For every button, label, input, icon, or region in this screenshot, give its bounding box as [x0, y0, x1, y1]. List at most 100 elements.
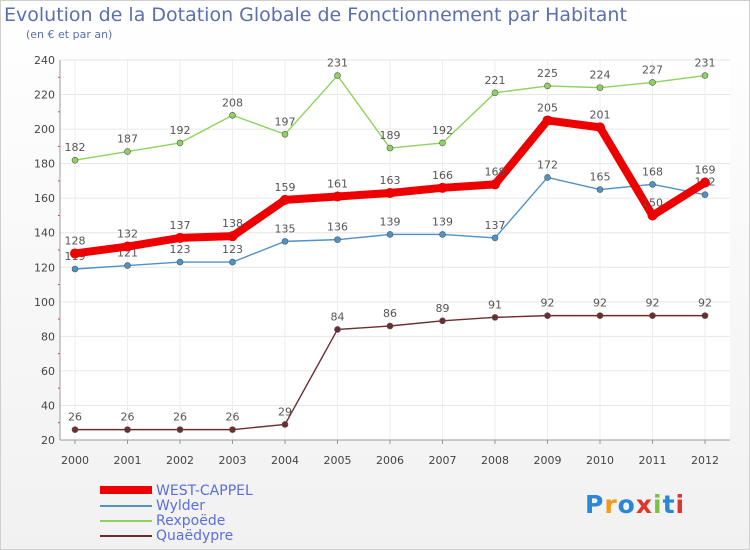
- data-point-rexpoede: [386, 144, 394, 152]
- data-label-rexpoede: 224: [590, 69, 611, 82]
- data-label-west-cappel: 205: [537, 101, 558, 114]
- data-point-rexpoede: [491, 89, 499, 97]
- data-label-wylder: 136: [327, 221, 348, 234]
- data-point-wylder: [334, 236, 341, 243]
- legend-swatch-wylder: [100, 505, 152, 507]
- data-label-quaedypre: 92: [698, 297, 712, 310]
- data-label-west-cappel: 169: [695, 164, 716, 177]
- data-point-wylder: [596, 186, 604, 193]
- data-point-wylder: [176, 258, 184, 266]
- x-tick-label: 2006: [376, 454, 404, 467]
- data-point-wylder: [491, 234, 499, 242]
- data-label-west-cappel: 168: [485, 165, 506, 178]
- x-tick-label: 2004: [271, 454, 299, 467]
- data-label-rexpoede: 227: [642, 63, 663, 76]
- data-point-quaedypre: [701, 312, 709, 319]
- data-label-wylder: 168: [642, 165, 663, 178]
- data-label-quaedypre: 92: [593, 297, 607, 310]
- data-label-rexpoede: 182: [65, 141, 86, 154]
- data-point-west-cappel: [70, 248, 80, 259]
- data-label-west-cappel: 161: [327, 177, 348, 190]
- data-point-west-cappel: [280, 194, 290, 205]
- data-point-quaedypre: [544, 312, 551, 319]
- legend-label-west-cappel: WEST-CAPPEL: [156, 483, 253, 499]
- data-label-quaedypre: 92: [541, 297, 555, 310]
- data-point-west-cappel: [175, 232, 185, 243]
- data-label-wylder: 137: [485, 219, 506, 232]
- data-label-west-cappel: 163: [380, 174, 401, 187]
- data-point-west-cappel: [542, 115, 553, 126]
- legend-item-wylder: Wylder: [100, 498, 360, 514]
- data-point-rexpoede: [649, 79, 656, 86]
- y-tick-label: 80: [41, 330, 55, 343]
- x-tick-label: 2012: [691, 454, 719, 467]
- legend-item-quaedypre: Quaëdypre: [100, 528, 360, 544]
- data-point-rexpoede: [229, 111, 236, 119]
- data-label-west-cappel: 137: [170, 219, 191, 232]
- legend-label-quaedypre: Quaëdypre: [156, 528, 234, 544]
- data-label-wylder: 139: [380, 215, 401, 228]
- x-tick-label: 2002: [166, 454, 194, 467]
- data-point-quaedypre: [386, 322, 394, 330]
- x-tick-label: 2009: [534, 454, 562, 467]
- y-tick-label: 180: [34, 158, 55, 171]
- data-point-wylder: [649, 181, 656, 188]
- y-tick-label: 20: [41, 434, 55, 447]
- data-point-west-cappel: [595, 122, 605, 133]
- data-point-rexpoede: [439, 139, 446, 147]
- proxiti-logo: Proxiti: [585, 490, 685, 519]
- logo-letter: P: [585, 490, 605, 519]
- data-point-west-cappel: [227, 231, 238, 242]
- y-tick-label: 220: [34, 89, 55, 102]
- data-point-west-cappel: [385, 188, 395, 198]
- data-point-wylder: [386, 231, 394, 238]
- legend-swatch-rexpoede: [100, 520, 152, 522]
- data-label-quaedypre: 26: [68, 411, 82, 424]
- y-tick-label: 120: [34, 261, 55, 274]
- data-point-quaedypre: [334, 326, 341, 333]
- data-point-quaedypre: [281, 421, 289, 428]
- data-label-rexpoede: 192: [170, 124, 191, 137]
- data-point-west-cappel: [332, 191, 343, 202]
- y-tick-label: 40: [41, 399, 55, 412]
- data-label-west-cappel: 166: [432, 169, 453, 182]
- data-point-west-cappel: [647, 210, 658, 221]
- data-point-west-cappel: [490, 179, 500, 190]
- data-point-west-cappel: [122, 241, 133, 252]
- data-label-quaedypre: 92: [646, 297, 660, 310]
- logo-letter: t: [662, 490, 676, 519]
- y-tick-label: 160: [34, 192, 55, 205]
- data-label-rexpoede: 231: [695, 57, 716, 70]
- legend-item-west-cappel: WEST-CAPPEL: [100, 483, 360, 499]
- data-point-quaedypre: [176, 426, 184, 433]
- y-tick-label: 100: [34, 296, 55, 309]
- y-tick-label: 240: [34, 54, 55, 67]
- y-tick-label: 60: [41, 365, 55, 378]
- data-point-quaedypre: [229, 426, 236, 433]
- data-point-rexpoede: [596, 84, 604, 91]
- legend-swatch-quaedypre: [100, 535, 152, 537]
- data-label-quaedypre: 26: [173, 411, 187, 424]
- plot-area: [60, 60, 730, 440]
- data-point-wylder: [544, 174, 551, 181]
- y-tick-label: 200: [34, 123, 55, 136]
- data-point-west-cappel: [700, 177, 710, 188]
- data-label-wylder: 123: [222, 243, 243, 256]
- x-tick-label: 2000: [61, 454, 89, 467]
- data-point-rexpoede: [281, 130, 289, 138]
- logo-letter: x: [635, 490, 653, 519]
- x-tick-label: 2008: [481, 454, 509, 467]
- x-tick-label: 2003: [219, 454, 247, 467]
- chart-title: Evolution de la Dotation Globale de Fonc…: [4, 4, 627, 26]
- data-point-rexpoede: [71, 156, 79, 164]
- data-point-rexpoede: [544, 82, 551, 90]
- x-tick-label: 2007: [429, 454, 457, 467]
- data-label-rexpoede: 197: [275, 115, 296, 128]
- data-label-west-cappel: 132: [117, 228, 138, 241]
- data-point-quaedypre: [124, 426, 131, 433]
- legend-swatch-west-cappel: [100, 486, 152, 494]
- legend: WEST-CAPPEL Wylder Rexpoëde Quaëdypre: [100, 483, 360, 544]
- data-label-quaedypre: 26: [226, 411, 240, 424]
- data-point-wylder: [124, 262, 131, 269]
